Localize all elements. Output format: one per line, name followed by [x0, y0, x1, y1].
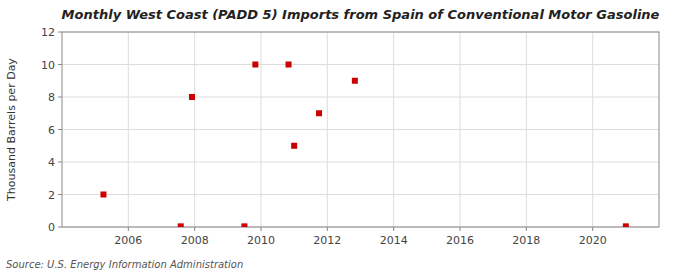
title: Monthly West Coast (PADD 5) Imports from… — [62, 7, 660, 22]
y-tick — [58, 32, 62, 33]
y-tick — [58, 64, 62, 65]
y-tick-label: 12 — [41, 26, 55, 39]
y-grid-line — [62, 97, 659, 98]
y-tick-label: 6 — [48, 124, 55, 137]
point — [241, 223, 247, 227]
y-tick-label: 8 — [48, 91, 55, 104]
grid — [62, 32, 659, 227]
chart-container: 2006 2008 2010 2012 2014 2016 2018 2020 0 2 4 6 8 10 1… — [0, 0, 675, 275]
x-tick — [526, 227, 527, 231]
x-tick — [592, 227, 593, 231]
y-grid-line — [62, 194, 659, 195]
y-grid-line — [62, 64, 659, 65]
x-tick — [327, 227, 328, 231]
points — [100, 62, 628, 228]
point — [623, 223, 629, 227]
point — [286, 62, 292, 68]
x-tick-label: 2018 — [512, 234, 540, 247]
y-grid-line — [62, 162, 659, 163]
y-axis-label: Thousand Barrels per Day — [5, 58, 18, 202]
y-tick-label: 2 — [48, 189, 55, 202]
point — [252, 62, 258, 68]
point — [316, 110, 322, 116]
point — [100, 192, 106, 198]
y-tick-label: 4 — [48, 156, 55, 169]
point — [291, 143, 297, 149]
point — [189, 94, 195, 100]
y-tick-label: 0 — [48, 221, 55, 234]
axes: 2006 2008 2010 2012 2014 2016 2018 2020 0 2 4 6 8 10 1… — [41, 26, 659, 247]
y-tick — [58, 162, 62, 163]
y-tick — [58, 97, 62, 98]
y-tick — [58, 129, 62, 130]
y-tick-label: 10 — [41, 59, 55, 72]
x-tick — [393, 227, 394, 231]
x-tick — [128, 227, 129, 231]
x-tick-label: 2016 — [446, 234, 474, 247]
x-tick-label: 2006 — [114, 234, 142, 247]
point — [178, 223, 184, 227]
source: Source: U.S. Energy Information Administ… — [6, 259, 243, 270]
y-grid-line — [62, 129, 659, 130]
x-tick — [261, 227, 262, 231]
x-tick-label: 2012 — [313, 234, 341, 247]
x-tick — [460, 227, 461, 231]
plot-frame — [62, 32, 659, 227]
x-tick-label: 2008 — [181, 234, 209, 247]
page: {"chart_data": {"type": "scatter", "titl… — [0, 0, 675, 275]
x-tick — [194, 227, 195, 231]
x-tick-label: 2020 — [579, 234, 607, 247]
chart: 2006 2008 2010 2012 2014 2016 2018 2020 0 2 4 6 8 10 1… — [0, 0, 675, 275]
point — [352, 78, 358, 84]
x-tick-label: 2010 — [247, 234, 275, 247]
x-tick-label: 2014 — [380, 234, 408, 247]
y-tick — [58, 194, 62, 195]
plot-background — [62, 32, 659, 227]
y-tick — [58, 227, 62, 228]
